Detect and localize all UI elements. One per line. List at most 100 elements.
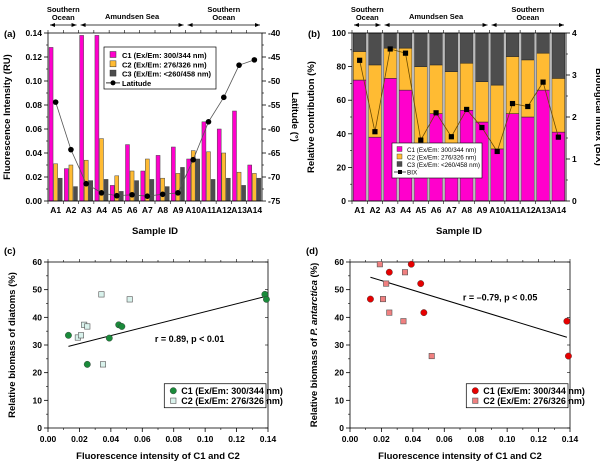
x-tick-label: 0.00	[342, 434, 359, 444]
y2-tick-label: -45	[268, 52, 281, 62]
bar-C2-A13	[236, 171, 242, 202]
bar-C3-A14	[551, 32, 566, 79]
bar-C1-A14	[247, 164, 253, 202]
point-phaeo_C1	[563, 317, 571, 325]
region-label: Southern Ocean	[47, 5, 80, 22]
y-tick-label: 60	[337, 95, 347, 105]
x-tick-label: A8	[157, 205, 168, 215]
legend-box	[163, 383, 267, 409]
point-phaeo_C1	[407, 260, 415, 268]
x-tick-label: A13	[535, 205, 551, 215]
region-label: Southern Ocean	[207, 5, 240, 22]
bar-C3-A10	[195, 158, 201, 202]
region-label: Southern Ocean	[511, 5, 544, 22]
bix-point-A2	[372, 129, 378, 135]
x-tick-label: A14	[247, 205, 263, 215]
y2-tick-label: -75	[268, 196, 281, 206]
bar-C3-A13	[241, 185, 246, 202]
x-tick-label: A10	[489, 205, 505, 215]
legend-swatch-C3	[109, 69, 117, 77]
bar-C2-A14	[551, 78, 566, 133]
x-axis-label: Fluorescence intensity of C1 and C2	[378, 451, 542, 462]
bar-C2-A12	[221, 152, 227, 202]
x-axis-label: Fluorescence intensity of C1 and C2	[76, 451, 240, 462]
x-tick-label: 0.04	[103, 434, 120, 444]
point-phaeo_C2	[383, 280, 390, 287]
panel-label: (c)	[4, 246, 16, 257]
y-tick-label: 0	[341, 196, 346, 206]
legend-label: C2 (Ex/Em: 276/326 nm)	[483, 396, 585, 406]
y-tick-label: 0.10	[25, 76, 42, 86]
x-tick-label: A10	[185, 205, 201, 215]
panel-label: (a)	[4, 29, 16, 40]
x-tick-label: 0.06	[436, 434, 453, 444]
panel-c: (c) 0 10 20 30 40 50 60 0.00 0.02 0.04 0.06 0.08 0.10…	[4, 246, 283, 462]
legend-label: C1 (Ex/Em: 300/344 nm)	[181, 386, 283, 396]
legend-label: C1 (Ex/Em: 300/344 nm)	[483, 386, 585, 396]
y-tick-label: 20	[337, 162, 347, 172]
bar-C3-A11	[210, 179, 216, 202]
bix-point-A12	[525, 103, 531, 110]
point-phaeo_C1	[565, 352, 572, 360]
region-label-line: Southern	[207, 5, 240, 14]
region-label-line: Southern	[47, 5, 80, 14]
x-tick-label: 0.02	[71, 434, 88, 444]
x-tick-label: 0.06	[134, 434, 151, 444]
bar-C1-A2	[368, 136, 382, 202]
legend-swatch-C3	[396, 161, 403, 167]
y-axis-label-suffix: (%)	[309, 263, 320, 280]
region-label: Southern Ocean	[351, 5, 384, 22]
bar-C2-A11	[206, 151, 211, 202]
bar-C1-A12	[216, 128, 222, 202]
y-tick-label: 20	[33, 368, 43, 378]
region-label: Amundsen Sea	[105, 12, 160, 21]
y-tick-label: 0.04	[25, 148, 42, 158]
y-tick-label: 10	[335, 395, 345, 405]
bar-C1-A13	[232, 110, 237, 202]
legend-label: C2 (Ex/Em: 276/326 nm)	[407, 154, 476, 161]
y2-tick-label: -60	[268, 124, 281, 134]
bar-C3-A12	[226, 177, 231, 202]
bar-C2-A6	[429, 64, 443, 114]
y-tick-label: 30	[335, 340, 345, 350]
y-tick-label: 0.14	[25, 28, 42, 38]
lat-point-A6	[129, 191, 135, 198]
bar-C1-A10	[186, 158, 191, 202]
lat-line	[55, 59, 255, 197]
lat-point-A8	[159, 191, 166, 198]
y2-axis-label: Latitude (°)	[289, 92, 300, 142]
region-label-line: Ocean	[212, 13, 235, 22]
region-arrow-left	[187, 23, 193, 27]
x-tick-label: A6	[431, 205, 442, 215]
point-diatom_C2	[100, 361, 107, 368]
lat-point-A13	[236, 62, 242, 68]
legend-label: Latitude	[122, 79, 151, 88]
x-tick-label: A1	[354, 205, 365, 215]
bar-C2-A10	[490, 84, 504, 150]
lat-point-A7	[144, 193, 151, 199]
x-tick-label: A11	[201, 205, 216, 215]
region-arrow-left	[80, 23, 86, 27]
x-tick-label: 0.04	[405, 434, 422, 444]
point-phaeo_C1	[420, 309, 428, 317]
lat-point-A3	[83, 180, 90, 187]
x-tick-label: A7	[142, 205, 153, 215]
bix-point-A13	[540, 79, 546, 85]
legend-marker-diatom_C2	[170, 397, 177, 404]
bar-C2-A9	[475, 81, 489, 123]
point-diatom_C1	[118, 323, 126, 330]
legend-swatch-C2	[396, 153, 403, 160]
bar-C3-A9	[475, 32, 489, 82]
correlation-annotation: r = –0.79, p < 0.05	[463, 293, 538, 303]
y2-tick-label: -50	[268, 76, 281, 86]
y-axis-label: Relative contribution (%)	[306, 61, 317, 173]
bar-C3-A5	[414, 32, 428, 67]
y-tick-label: 40	[335, 312, 345, 322]
point-phaeo_C2	[428, 353, 435, 360]
bar-C3-A4	[398, 32, 413, 49]
point-diatom_C1	[83, 360, 91, 368]
bar-C2-A8	[160, 177, 165, 202]
lat-point-A9	[175, 190, 181, 196]
legend-marker-phaeo_C1	[471, 387, 479, 395]
